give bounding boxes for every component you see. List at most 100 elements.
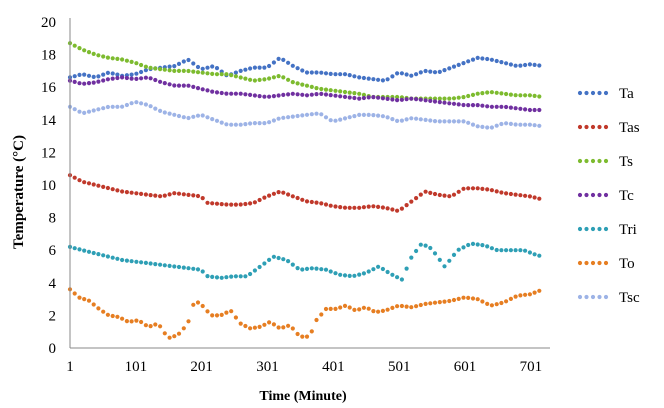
data-point — [461, 102, 466, 108]
data-point — [248, 77, 253, 82]
data-point — [371, 204, 376, 209]
legend-marker-dot — [597, 192, 602, 198]
data-point — [105, 185, 110, 191]
data-point — [295, 195, 300, 201]
legend-item-ta: Ta — [577, 86, 634, 102]
x-tick-label: 201 — [190, 359, 213, 375]
data-point — [513, 106, 518, 111]
data-point — [233, 315, 238, 320]
data-point — [101, 309, 106, 314]
data-point — [442, 119, 447, 124]
data-point — [271, 60, 276, 65]
data-point — [243, 92, 248, 97]
data-point — [508, 191, 513, 197]
data-point — [442, 96, 447, 101]
data-point — [347, 90, 352, 95]
data-point — [333, 88, 338, 93]
data-point — [238, 122, 243, 127]
series-ts — [67, 41, 542, 101]
data-point — [371, 309, 376, 314]
x-tick-label: 301 — [256, 359, 279, 375]
data-point — [518, 193, 523, 198]
data-point — [513, 93, 518, 98]
data-point — [229, 122, 234, 127]
data-point — [342, 273, 348, 278]
data-point — [271, 254, 276, 259]
y-tick-label: 8 — [49, 211, 57, 227]
data-point — [276, 325, 281, 330]
data-point — [304, 83, 310, 88]
data-point — [523, 248, 528, 253]
data-point — [229, 309, 234, 314]
data-point — [257, 197, 262, 203]
data-point — [153, 66, 158, 71]
data-point — [395, 118, 400, 123]
data-point — [82, 72, 87, 77]
data-point — [309, 329, 314, 334]
data-point — [229, 202, 234, 207]
data-point — [333, 72, 338, 77]
data-point — [91, 51, 96, 57]
legend-marker-dot — [584, 260, 589, 266]
data-point — [96, 107, 101, 112]
data-point — [494, 247, 499, 253]
legend-label: Tc — [619, 188, 634, 204]
data-point — [176, 68, 182, 73]
data-point — [120, 57, 125, 62]
data-point — [248, 271, 253, 277]
legend-label: Ts — [619, 154, 633, 170]
data-point — [347, 305, 352, 310]
data-point — [532, 62, 537, 67]
data-point — [238, 91, 243, 96]
legend-marker — [577, 294, 609, 300]
data-point — [423, 301, 428, 306]
data-point — [451, 252, 457, 257]
data-point — [347, 115, 352, 120]
data-point — [447, 66, 452, 71]
y-tick-label: 6 — [49, 243, 57, 259]
data-point — [210, 201, 215, 206]
data-point — [399, 97, 404, 102]
data-point — [252, 78, 257, 83]
data-point — [181, 265, 186, 270]
data-point — [475, 186, 480, 191]
data-point — [86, 109, 92, 114]
data-point — [409, 305, 414, 310]
data-point — [352, 74, 357, 79]
legend-marker-dot — [603, 294, 609, 300]
legend-marker-dot — [577, 226, 583, 232]
data-point — [485, 90, 490, 95]
data-point — [390, 97, 395, 102]
data-point — [385, 206, 390, 211]
data-point — [366, 112, 371, 117]
data-point — [489, 104, 494, 109]
legend-marker-dot — [577, 124, 583, 130]
data-point — [214, 72, 220, 77]
data-point — [134, 191, 139, 196]
data-point — [437, 69, 442, 74]
data-point — [271, 94, 276, 99]
data-point — [323, 202, 329, 207]
data-point — [461, 95, 466, 100]
data-point — [224, 202, 229, 207]
data-point — [309, 266, 314, 271]
data-point — [214, 313, 220, 318]
data-point — [143, 323, 148, 328]
data-point — [139, 260, 144, 265]
legend-marker — [577, 124, 609, 130]
data-point — [537, 94, 542, 99]
data-point — [186, 57, 191, 63]
data-point — [513, 248, 518, 253]
data-point — [428, 245, 433, 251]
data-point — [195, 86, 201, 91]
data-point — [489, 303, 494, 308]
legend-marker-dot — [584, 124, 589, 130]
data-point — [371, 77, 376, 82]
data-point — [186, 83, 191, 88]
legend-marker-dot — [590, 294, 596, 300]
data-point — [243, 323, 248, 329]
data-point — [371, 267, 376, 272]
data-point — [380, 205, 385, 210]
data-point — [120, 189, 125, 194]
data-point — [513, 122, 518, 127]
